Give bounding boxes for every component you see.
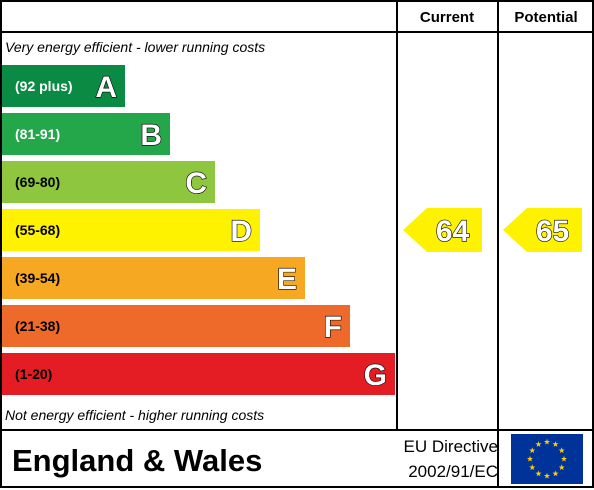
flag-star-icon (529, 447, 536, 454)
current-rating-arrow (403, 208, 482, 252)
band-a: (92 plus) A (2, 65, 125, 107)
flag-star-icon (543, 472, 551, 479)
current-rating: 64 (403, 208, 482, 252)
band-bar-d (2, 209, 260, 251)
band-b: (81-91) B (2, 113, 170, 155)
band-range-e: (39-54) (15, 270, 60, 286)
flag-star-icon (558, 464, 565, 471)
potential-rating-arrow (503, 208, 582, 252)
potential-header: Potential (514, 9, 577, 26)
band-letter-b: B (140, 119, 162, 152)
current-header: Current (420, 9, 474, 26)
band-g: (1-20) G (2, 353, 395, 395)
directive-line-1: EU Directive (404, 437, 498, 456)
band-range-f: (21-38) (15, 318, 60, 334)
flag-star-icon (552, 470, 559, 477)
region-label: England & Wales (12, 443, 262, 478)
bottom-note: Not energy efficient - higher running co… (5, 407, 264, 423)
band-range-d: (55-68) (15, 222, 60, 238)
rating-bands: (92 plus) A (81-91) B (69-80) C (55-68) D (39-54… (2, 65, 395, 395)
band-e: (39-54) E (2, 257, 305, 299)
eu-flag-icon (511, 434, 583, 484)
flag-star-icon (526, 455, 534, 462)
band-letter-f: F (324, 311, 342, 344)
band-bar-g (2, 353, 395, 395)
flag-star-icon (535, 441, 542, 447)
directive-line-2: 2002/91/EC (408, 462, 498, 481)
top-note: Very energy efficient - lower running co… (5, 39, 265, 55)
band-range-g: (1-20) (15, 366, 52, 382)
band-letter-c: C (185, 167, 207, 200)
flag-star-icon (535, 470, 542, 477)
band-range-b: (81-91) (15, 126, 60, 142)
band-range-c: (69-80) (15, 174, 60, 190)
flag-star-icon (558, 447, 565, 454)
flag-star-icon (543, 438, 551, 445)
flag-star-icon (529, 464, 536, 471)
band-letter-d: D (230, 215, 252, 248)
band-letter-e: E (277, 263, 297, 296)
band-c: (69-80) C (2, 161, 215, 203)
potential-rating-value: 65 (536, 215, 569, 248)
flag-star-icon (552, 441, 559, 447)
band-range-a: (92 plus) (15, 78, 73, 94)
band-letter-g: G (364, 359, 387, 392)
band-bar-c (2, 161, 215, 203)
band-bar-e (2, 257, 305, 299)
band-bar-f (2, 305, 350, 347)
band-bar-a (2, 65, 125, 107)
band-d: (55-68) D (2, 209, 260, 251)
rating-indicators: 64 65 (403, 208, 582, 252)
band-f: (21-38) F (2, 305, 350, 347)
potential-rating: 65 (503, 208, 582, 252)
band-bar-b (2, 113, 170, 155)
current-rating-value: 64 (436, 215, 470, 248)
flag-star-icon (560, 455, 568, 462)
band-letter-a: A (95, 71, 117, 104)
